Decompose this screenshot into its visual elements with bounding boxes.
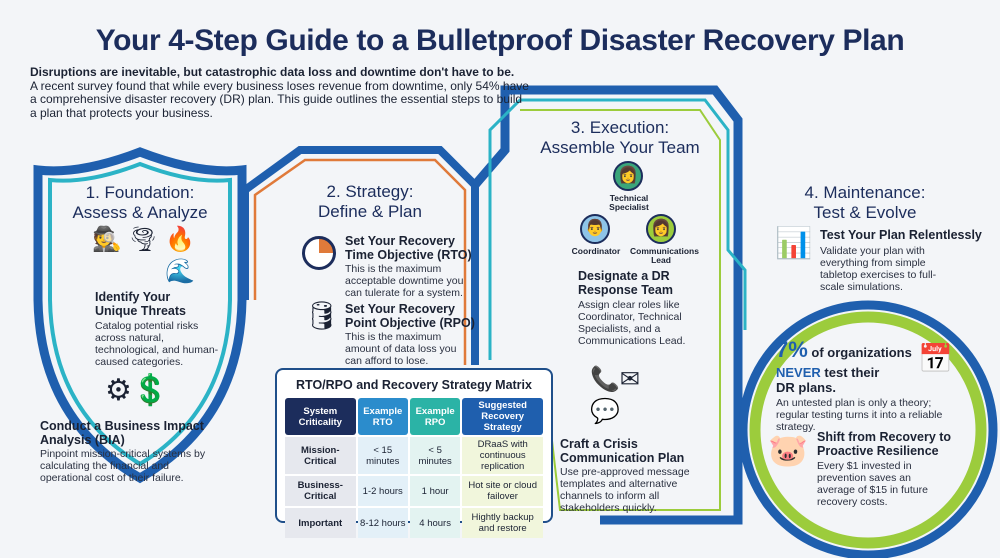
threats-heading: Identify Your Unique Threats (95, 290, 186, 318)
table-row: Business-Critical 1-2 hours 1 hour Hot site… (285, 476, 543, 506)
stat-text: of organizations (811, 345, 912, 360)
bia-body: Pinpoint mission-critical systems by cal… (40, 448, 206, 484)
step3-title-line2: Assemble Your Team (540, 138, 700, 157)
team-heading: Designate a DR Response Team (578, 269, 673, 297)
cell: < 5 minutes (409, 437, 461, 474)
table-row: Important 8-12 hours 4 hours Hightly backup… (285, 508, 543, 538)
technical-specialist-avatar: 👩 (613, 161, 643, 191)
intro-lead: Disruptions are inevitable, but catastro… (30, 65, 515, 79)
stat-percent: 7% (776, 337, 808, 362)
tornado-icon: 🌪 (128, 226, 159, 253)
database-check-icon: 🛢 (304, 300, 340, 331)
flood-icon: 🌊 (165, 258, 195, 285)
role-label: Communications Lead (630, 246, 699, 265)
communication-channels-icon: 📞✉ 💬 (590, 366, 640, 425)
step1-title: 1. Foundation: Assess & Analyze (50, 183, 230, 223)
cell: 4 hours (409, 508, 461, 538)
cell: Mission-Critical (285, 437, 356, 474)
cell: Hightly backup and restore (462, 508, 543, 538)
cell: Hot site or cloud failover (462, 476, 543, 506)
stat-text: DR plans. (776, 380, 836, 395)
matrix-header: System Criticality (285, 398, 356, 435)
hacker-icon: 🕵 (92, 226, 122, 253)
presentation-icon: 📊 (775, 227, 813, 260)
cell: 8-12 hours (357, 508, 408, 538)
matrix-header: Suggested Recovery Strategy (462, 398, 543, 435)
step1-title-line1: 1. Foundation: (85, 183, 195, 202)
intro-body: A recent survey found that while every b… (30, 78, 529, 120)
cell: Important (285, 508, 356, 538)
shift-body: Every $1 invested in prevention saves an… (817, 460, 928, 508)
step4-title: 4. Maintenance: Test & Evolve (780, 183, 950, 223)
rto-heading: Set Your Recovery Time Objective (RTO) (345, 234, 472, 262)
stat-text: test their (824, 365, 880, 380)
cell: Business-Critical (285, 476, 356, 506)
bia-heading: Conduct a Business Impact Analysis (BIA) (40, 419, 204, 447)
coordinator-avatar: 👨 (580, 214, 610, 244)
step4-title-line2: Test & Evolve (813, 203, 917, 222)
matrix-title: RTO/RPO and Recovery Strategy Matrix (296, 378, 532, 392)
rpo-heading: Set Your Recovery Point Objective (RPO) (345, 302, 475, 330)
fire-icon: 🔥 (165, 226, 195, 253)
clock-icon (302, 236, 336, 270)
cell: < 15 minutes (357, 437, 408, 474)
test-stat: 7% of organizations NEVER test their DR pl… (776, 337, 916, 396)
stat-body: An untested plan is only a theory; regul… (776, 397, 943, 433)
comm-body: Use pre-approved message templates and a… (560, 466, 690, 514)
test-heading: Test Your Plan Relentlessly (820, 228, 982, 242)
cell: DRaaS with continuous replication (462, 437, 543, 474)
gears-dollar-magnifier-icon: ⚙💲 (105, 374, 170, 407)
matrix-header: Example RTO (357, 398, 408, 435)
stat-never: NEVER (776, 365, 821, 380)
threats-body: Catalog potential risks across natural, … (95, 320, 219, 368)
cell: 1 hour (409, 476, 461, 506)
step4-title-line1: 4. Maintenance: (804, 183, 926, 202)
strategy-matrix: RTO/RPO and Recovery Strategy Matrix Sys… (275, 368, 553, 538)
communications-lead-avatar: 👩 (646, 214, 676, 244)
matrix-header: Example RPO (409, 398, 461, 435)
step2-title: 2. Strategy: Define & Plan (285, 182, 455, 222)
cell: 1-2 hours (357, 476, 408, 506)
rpo-body: This is the maximum amount of data loss … (345, 331, 457, 367)
table-row: Mission-Critical < 15 minutes < 5 minutes D… (285, 437, 543, 474)
comm-heading: Craft a Crisis Communication Plan (560, 437, 685, 465)
test-body: Validate your plan with everything from … (820, 245, 937, 293)
intro: Disruptions are inevitable, but catastro… (30, 65, 530, 120)
calendar-error-icon: 📅 (918, 343, 953, 374)
team-body: Assign clear roles like Coordinator, Tec… (578, 299, 686, 347)
rto-body: This is the maximum acceptable downtime … (345, 263, 464, 299)
step3-title: 3. Execution: Assemble Your Team (525, 118, 715, 158)
step2-title-line2: Define & Plan (318, 202, 422, 221)
role-label: Technical Specialist (609, 193, 649, 212)
step1-title-line2: Assess & Analyze (72, 203, 208, 222)
page-title: Your 4-Step Guide to a Bulletproof Disas… (95, 24, 905, 57)
step2-title-line1: 2. Strategy: (326, 182, 414, 201)
piggy-bank-icon: 🐷 (768, 432, 808, 468)
step3-title-line1: 3. Execution: (570, 118, 670, 137)
shift-heading: Shift from Recovery to Proactive Resilie… (817, 430, 952, 458)
role-label: Coordinator (571, 246, 621, 256)
